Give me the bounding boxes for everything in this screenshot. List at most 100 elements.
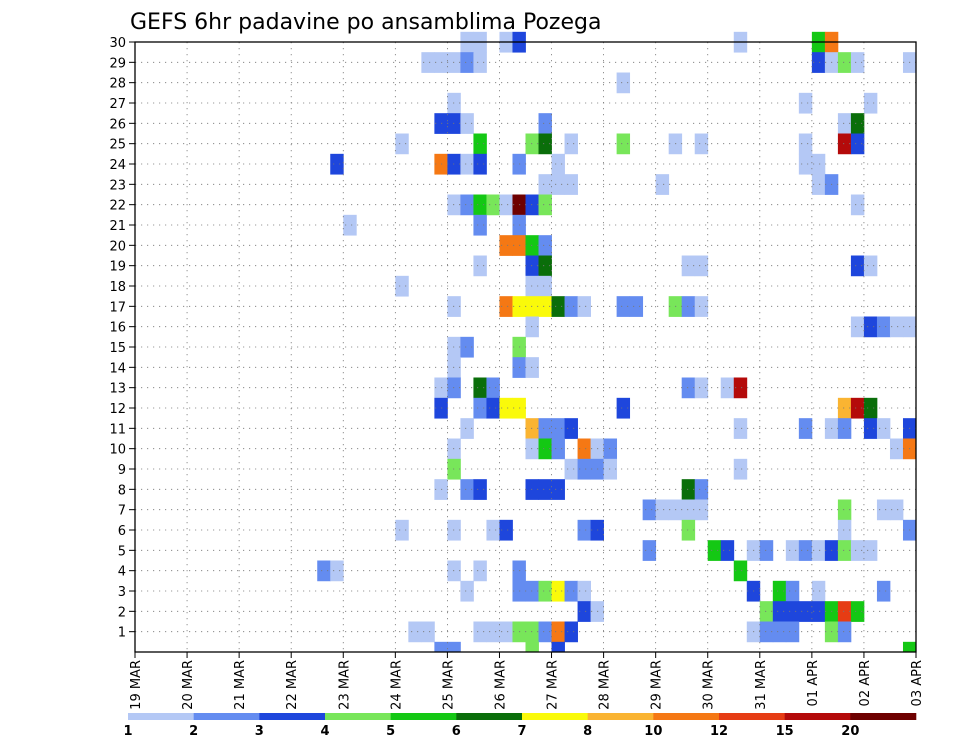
heatmap-cell bbox=[772, 580, 787, 602]
heatmap-cell bbox=[694, 296, 709, 317]
heatmap-cell bbox=[720, 377, 735, 399]
heatmap-cell bbox=[564, 296, 578, 317]
heatmap-cell bbox=[616, 397, 631, 419]
y-tick-label: 29 bbox=[109, 56, 126, 71]
heatmap-cell bbox=[538, 418, 552, 439]
heatmap-cell bbox=[408, 621, 422, 643]
heatmap-cell bbox=[850, 194, 865, 216]
y-tick-label: 28 bbox=[109, 77, 126, 92]
x-axis: 19 MAR 20 MAR 21 MAR 22 MAR 23 MAR 24 MAR 25 M… bbox=[129, 652, 925, 710]
y-tick-label: 2 bbox=[118, 605, 126, 620]
heatmap-cell bbox=[538, 113, 552, 134]
x-tick-label: 22 MAR bbox=[285, 660, 300, 710]
legend-swatch bbox=[653, 713, 720, 720]
heatmap-cell bbox=[317, 560, 331, 582]
legend-swatch bbox=[193, 713, 260, 720]
y-tick-label: 1 bbox=[118, 626, 126, 641]
x-tick-label: 29 MAR bbox=[650, 660, 665, 710]
heatmap-cell bbox=[395, 133, 409, 155]
heatmap-cell bbox=[889, 438, 904, 460]
heatmap-cell bbox=[811, 52, 826, 73]
heatmap-cell bbox=[577, 601, 591, 622]
y-tick-label: 22 bbox=[109, 199, 126, 214]
heatmap-cell bbox=[798, 540, 813, 561]
heatmap-cells bbox=[317, 31, 917, 653]
heatmap-cell bbox=[499, 194, 513, 216]
heatmap-cell bbox=[551, 621, 565, 643]
heatmap-cell bbox=[538, 255, 552, 277]
heatmap-cell bbox=[486, 519, 500, 541]
heatmap-cell bbox=[655, 499, 670, 521]
legend-swatch bbox=[784, 713, 851, 720]
heatmap-cell bbox=[876, 580, 891, 602]
y-tick-label: 4 bbox=[118, 565, 126, 580]
legend-label: 2 bbox=[189, 724, 198, 739]
y-tick-label: 11 bbox=[109, 422, 126, 437]
heatmap-cell bbox=[837, 621, 852, 643]
heatmap-cell bbox=[876, 316, 891, 338]
legend-label: 7 bbox=[517, 724, 526, 739]
y-tick-label: 5 bbox=[118, 544, 126, 559]
heatmap-cell bbox=[837, 540, 852, 561]
y-tick-label: 24 bbox=[109, 158, 126, 173]
heatmap-cell bbox=[395, 519, 409, 541]
heatmap-cell bbox=[551, 438, 565, 460]
x-tick-label: 26 MAR bbox=[494, 660, 509, 710]
heatmap-cell bbox=[499, 621, 513, 643]
heatmap-cell bbox=[785, 601, 800, 622]
heatmap-cell bbox=[551, 153, 565, 175]
heatmap-cell bbox=[564, 458, 578, 480]
y-tick-label: 13 bbox=[109, 382, 126, 397]
legend-label: 12 bbox=[710, 724, 728, 739]
legend-label: 10 bbox=[644, 724, 662, 739]
heatmap-cell bbox=[538, 479, 552, 500]
heatmap-cell bbox=[733, 377, 748, 399]
heatmap-cell bbox=[525, 580, 539, 602]
heatmap-cell bbox=[850, 540, 865, 561]
heatmap-cell bbox=[525, 438, 539, 460]
heatmap-cell bbox=[850, 52, 865, 73]
heatmap-cell bbox=[525, 133, 539, 155]
heatmap-cell bbox=[616, 296, 631, 317]
heatmap-cell bbox=[564, 621, 578, 643]
color-legend: 1 2 3 4 5 6 7 8 10 12 15 20 bbox=[123, 713, 917, 739]
heatmap-cell bbox=[694, 479, 709, 500]
heatmap-cell bbox=[473, 621, 487, 643]
y-tick-label: 9 bbox=[118, 463, 126, 478]
heatmap-cell bbox=[473, 377, 487, 399]
heatmap-cell bbox=[889, 316, 904, 338]
heatmap-cell bbox=[564, 133, 578, 155]
heatmap-cell bbox=[486, 397, 500, 419]
y-tick-label: 21 bbox=[109, 219, 126, 234]
heatmap-cell bbox=[460, 194, 474, 216]
heatmap-cell bbox=[473, 255, 487, 277]
heatmap-cell bbox=[811, 174, 826, 195]
heatmap-cell bbox=[473, 397, 487, 419]
heatmap-cell bbox=[551, 641, 565, 653]
heatmap-cell bbox=[473, 133, 487, 155]
heatmap-cell bbox=[850, 601, 865, 622]
heatmap-cell bbox=[811, 580, 826, 602]
legend-swatch bbox=[850, 713, 917, 720]
heatmap-cell bbox=[798, 418, 813, 439]
heatmap-cell bbox=[616, 72, 631, 94]
y-tick-label: 26 bbox=[109, 117, 126, 132]
heatmap-cell bbox=[434, 641, 448, 653]
legend-swatch bbox=[456, 713, 523, 720]
heatmap-cell bbox=[525, 641, 539, 653]
heatmap-cell bbox=[798, 153, 813, 175]
heatmap-cell bbox=[551, 418, 565, 439]
x-tick-label: 23 MAR bbox=[337, 660, 352, 710]
y-tick-label: 20 bbox=[109, 239, 126, 254]
heatmap-cell bbox=[681, 377, 696, 399]
heatmap-cell bbox=[564, 580, 578, 602]
heatmap-cell bbox=[772, 601, 787, 622]
heatmap-cell bbox=[577, 438, 591, 460]
y-tick-label: 6 bbox=[118, 524, 126, 539]
heatmap-cell bbox=[499, 235, 513, 256]
legend-label: 1 bbox=[123, 724, 132, 739]
heatmap-cell bbox=[863, 397, 878, 419]
heatmap-cell bbox=[798, 133, 813, 155]
heatmap-cell bbox=[460, 153, 474, 175]
